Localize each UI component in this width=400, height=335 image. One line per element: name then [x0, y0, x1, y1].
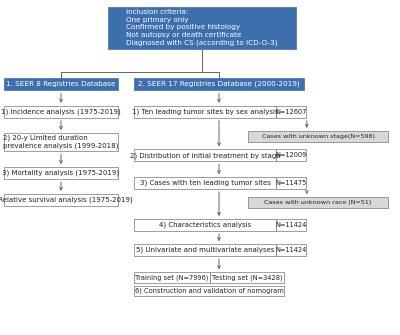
Text: N=11424: N=11424 — [275, 222, 307, 228]
FancyBboxPatch shape — [4, 106, 118, 118]
Text: N=11424: N=11424 — [275, 247, 307, 253]
FancyBboxPatch shape — [4, 133, 118, 151]
Text: 6) Construction and validation of nomogram: 6) Construction and validation of nomogr… — [135, 288, 283, 294]
FancyBboxPatch shape — [4, 78, 118, 90]
Text: 5) Univariate and multivariate analyses: 5) Univariate and multivariate analyses — [136, 247, 274, 254]
Text: 1. SEER 8 Registries Database: 1. SEER 8 Registries Database — [6, 81, 116, 87]
FancyBboxPatch shape — [134, 78, 304, 90]
Text: Cases with unknown stage(N=598): Cases with unknown stage(N=598) — [262, 134, 374, 139]
Text: 3) Cases with ten leading tumor sites: 3) Cases with ten leading tumor sites — [140, 180, 270, 187]
Text: N=11475: N=11475 — [275, 180, 307, 186]
FancyBboxPatch shape — [4, 167, 118, 179]
Text: 2) Distribution of initial treatment by stage: 2) Distribution of initial treatment by … — [130, 152, 280, 159]
Text: 1) Ten leading tumor sites by sex analysis: 1) Ten leading tumor sites by sex analys… — [132, 109, 278, 115]
FancyBboxPatch shape — [134, 272, 210, 283]
Text: 4) Characteristics analysis: 4) Characteristics analysis — [159, 222, 251, 228]
FancyBboxPatch shape — [134, 286, 284, 296]
Text: 4) Relative survival analysis (1975-2019): 4) Relative survival analysis (1975-2019… — [0, 197, 133, 203]
FancyBboxPatch shape — [248, 131, 388, 142]
Text: 3) Mortality analysis (1975-2019): 3) Mortality analysis (1975-2019) — [2, 170, 120, 177]
FancyBboxPatch shape — [108, 7, 296, 49]
FancyBboxPatch shape — [134, 149, 276, 161]
FancyBboxPatch shape — [276, 149, 306, 161]
Text: 2) 20-y Limited duration
prevalence analysis (1999-2018): 2) 20-y Limited duration prevalence anal… — [3, 135, 119, 149]
FancyBboxPatch shape — [276, 106, 306, 118]
FancyBboxPatch shape — [134, 244, 276, 256]
Text: 1) Incidence analysis (1975-2019): 1) Incidence analysis (1975-2019) — [1, 109, 121, 115]
Text: Testing set (N=3428): Testing set (N=3428) — [212, 274, 282, 281]
Text: N=12607: N=12607 — [275, 109, 307, 115]
Text: Cases with unknown race (N=51): Cases with unknown race (N=51) — [264, 200, 372, 205]
Text: Inclusion criteria:
One primary only
Confirmed by positive histology
Not autopsy: Inclusion criteria: One primary only Con… — [126, 9, 278, 46]
FancyBboxPatch shape — [134, 219, 276, 231]
FancyBboxPatch shape — [276, 177, 306, 189]
Text: N=12009: N=12009 — [275, 152, 307, 158]
FancyBboxPatch shape — [134, 106, 276, 118]
FancyBboxPatch shape — [4, 194, 118, 206]
Text: Training set (N=7996): Training set (N=7996) — [135, 274, 209, 281]
FancyBboxPatch shape — [134, 177, 276, 189]
FancyBboxPatch shape — [276, 244, 306, 256]
FancyBboxPatch shape — [210, 272, 284, 283]
FancyBboxPatch shape — [276, 219, 306, 231]
FancyBboxPatch shape — [248, 197, 388, 208]
Text: 2. SEER 17 Registries Database (2000-2019): 2. SEER 17 Registries Database (2000-201… — [138, 81, 300, 87]
